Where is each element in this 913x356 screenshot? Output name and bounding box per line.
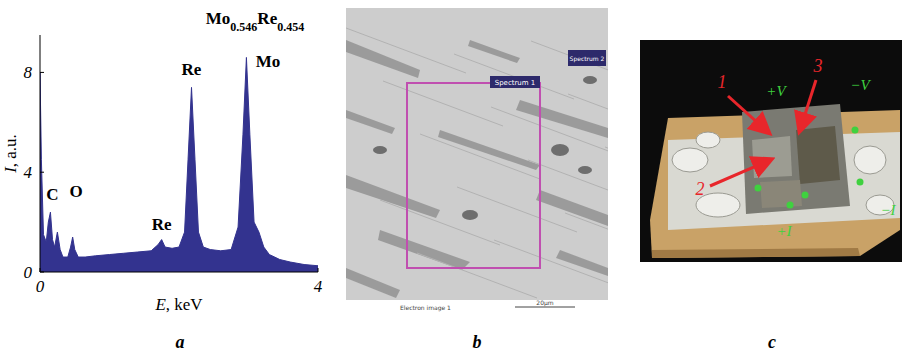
sample-facet bbox=[760, 180, 802, 208]
photo-background bbox=[640, 40, 902, 262]
peak-label: Mo bbox=[256, 52, 281, 71]
sample-photo bbox=[640, 40, 902, 262]
sem-scratch bbox=[420, 134, 540, 179]
pointer-arrow bbox=[728, 96, 768, 132]
sem-scratch bbox=[346, 28, 466, 73]
y-tick-label: 4 bbox=[24, 163, 33, 182]
contact-pad bbox=[696, 132, 720, 148]
y-tick-label: 0 bbox=[24, 263, 33, 282]
sem-info-bar bbox=[346, 300, 608, 314]
contact-label: +I bbox=[776, 223, 792, 239]
sem-scratch bbox=[383, 81, 503, 126]
sem-image: Spectrum 1 Spectrum 2 bbox=[346, 8, 608, 300]
sem-streak bbox=[346, 40, 420, 78]
sample bbox=[742, 104, 850, 214]
sample-facet bbox=[796, 126, 840, 184]
sem-scratch bbox=[531, 41, 608, 86]
x-tick-label: 4 bbox=[314, 277, 323, 296]
contact-dot bbox=[857, 179, 864, 186]
sem-scratch bbox=[491, 107, 608, 152]
y-tick bbox=[40, 172, 44, 173]
x-tick-label: 0 bbox=[36, 277, 45, 296]
y-axis-label: I, a.u. bbox=[1, 134, 20, 174]
sem-spot bbox=[373, 146, 387, 154]
peak-label: O bbox=[70, 182, 83, 201]
x-axis bbox=[40, 272, 318, 273]
solder-layer bbox=[668, 132, 900, 230]
arrow-label: 1 bbox=[718, 72, 727, 92]
sem-spot bbox=[578, 166, 592, 174]
contact-dot bbox=[852, 127, 859, 134]
panel-label: a bbox=[176, 332, 185, 352]
contact-label: +V bbox=[766, 83, 787, 99]
arrow-label: 2 bbox=[696, 179, 705, 199]
title-part: Mo bbox=[206, 9, 231, 28]
sem-streak bbox=[346, 268, 400, 298]
title-subscript: 0.454 bbox=[277, 20, 304, 34]
contact-label: −I bbox=[880, 202, 896, 218]
sem-streak bbox=[516, 100, 608, 138]
sem-scratch bbox=[457, 187, 577, 232]
peak-label: Re bbox=[182, 60, 202, 79]
sem-scratch bbox=[568, 94, 608, 139]
title-part: Re bbox=[257, 9, 277, 28]
sem-streak bbox=[378, 230, 470, 270]
image-name: Electron image 1 bbox=[400, 304, 451, 312]
sem-streak bbox=[468, 40, 520, 63]
panel-label: c bbox=[768, 332, 776, 352]
figure: 04804E, keVI, a.u.Mo0.546Re0.454COReReMo… bbox=[0, 0, 913, 356]
sem-streak bbox=[346, 175, 440, 218]
spectrum-2-tag bbox=[568, 50, 606, 66]
sem-streak bbox=[346, 110, 395, 134]
contact-label: −V bbox=[850, 77, 871, 93]
x-tick bbox=[318, 268, 319, 272]
sem-scratch bbox=[380, 200, 500, 245]
title-subscript: 0.546 bbox=[230, 20, 257, 34]
pointer-arrow bbox=[800, 80, 816, 130]
spectrum-1-tag bbox=[490, 76, 540, 88]
y-tick bbox=[40, 272, 44, 273]
y-tick bbox=[40, 72, 44, 73]
contact-dot bbox=[755, 185, 762, 192]
pointer-arrow bbox=[710, 160, 770, 186]
sem-scratch bbox=[494, 240, 608, 285]
sem-background bbox=[346, 8, 608, 300]
sem-scratch bbox=[605, 147, 608, 192]
panel-label: b bbox=[473, 332, 482, 352]
axis-unit: , keV bbox=[166, 295, 204, 314]
y-axis bbox=[40, 35, 41, 272]
scale-bar-label: 20µm bbox=[536, 299, 553, 307]
axis-unit: , a.u. bbox=[1, 134, 20, 167]
sem-scratch bbox=[454, 54, 574, 99]
chart-title: Mo0.546Re0.454 bbox=[206, 9, 304, 34]
sem-streak bbox=[438, 130, 540, 170]
sample-facet bbox=[752, 136, 792, 178]
contact-pad bbox=[672, 148, 708, 172]
plot-area bbox=[40, 57, 318, 272]
contact-dot bbox=[787, 202, 794, 209]
x-tick bbox=[40, 268, 41, 272]
x-axis-label: E, keV bbox=[154, 295, 203, 314]
contact-dot bbox=[802, 192, 809, 199]
contact-pad bbox=[854, 146, 886, 174]
spectrum-2-label: Spectrum 2 bbox=[570, 55, 605, 63]
sem-streak bbox=[556, 250, 608, 276]
sem-spot bbox=[551, 144, 569, 156]
sem-spot bbox=[583, 76, 597, 84]
arrow-label: 3 bbox=[813, 56, 823, 76]
spectrum bbox=[40, 57, 318, 272]
sem-scratch bbox=[565, 213, 608, 258]
axis-symbol: E bbox=[154, 295, 166, 314]
y-tick-label: 8 bbox=[24, 63, 33, 82]
spectrum-area bbox=[407, 83, 540, 268]
sem-scratch bbox=[417, 253, 537, 298]
peak-label: Re bbox=[152, 215, 172, 234]
peak-label: C bbox=[46, 185, 58, 204]
spectrum-1-label: Spectrum 1 bbox=[495, 79, 536, 87]
sem-spot bbox=[462, 210, 478, 220]
scale-bar bbox=[515, 307, 575, 308]
wood-edge bbox=[652, 248, 860, 258]
